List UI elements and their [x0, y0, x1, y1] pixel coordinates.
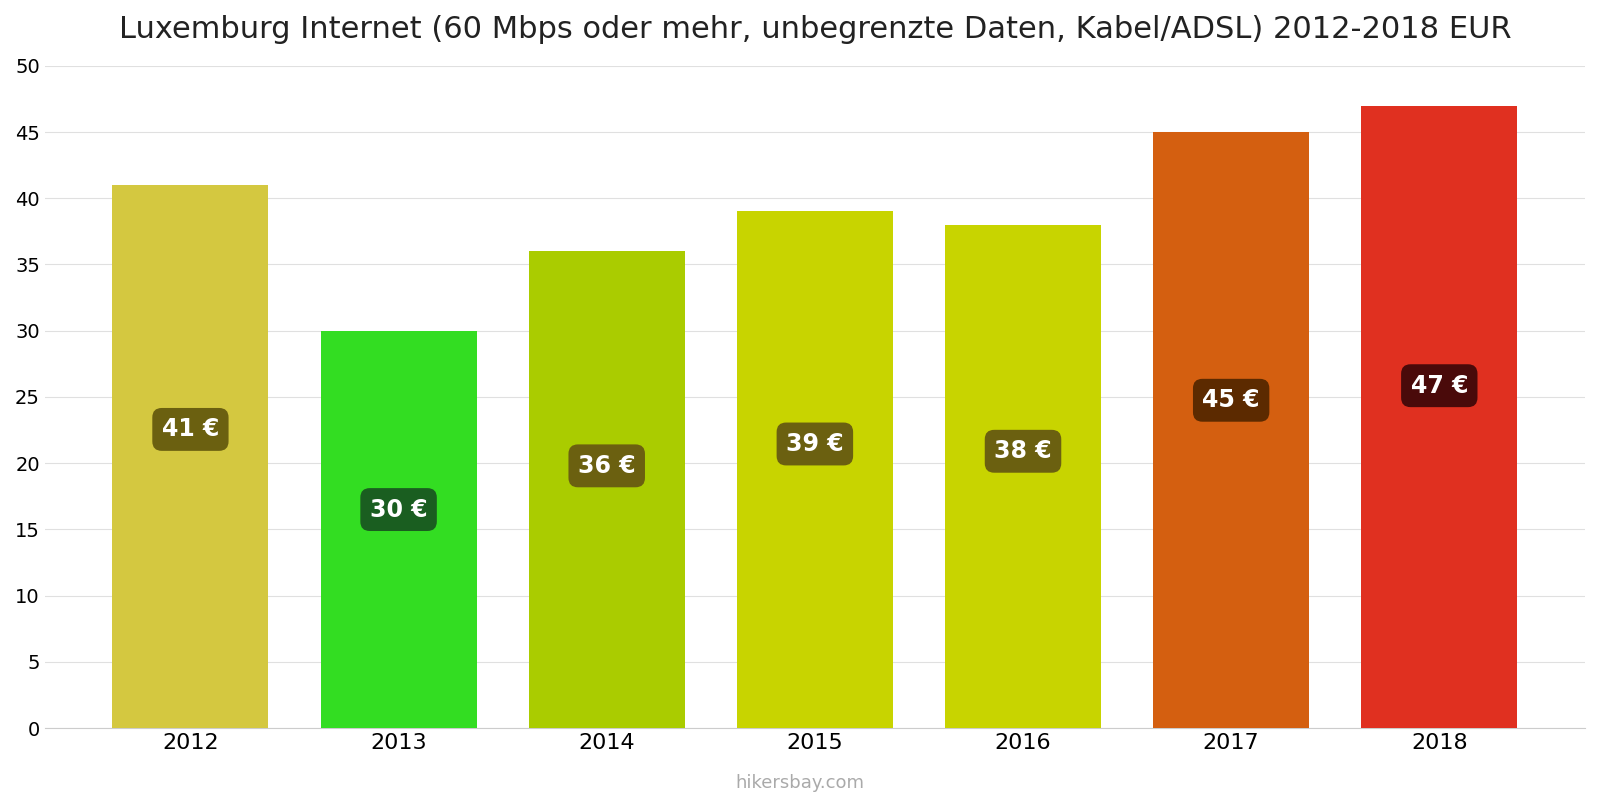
- Bar: [112, 185, 269, 728]
- Text: 41 €: 41 €: [162, 418, 219, 442]
- Text: 45 €: 45 €: [1203, 388, 1259, 412]
- Text: 30 €: 30 €: [370, 498, 427, 522]
- Bar: [738, 211, 893, 728]
- Text: 47 €: 47 €: [1411, 374, 1469, 398]
- Bar: [946, 225, 1101, 728]
- Bar: [1362, 106, 1517, 728]
- Text: 38 €: 38 €: [994, 439, 1051, 463]
- Title: Luxemburg Internet (60 Mbps oder mehr, unbegrenzte Daten, Kabel/ADSL) 2012-2018 : Luxemburg Internet (60 Mbps oder mehr, u…: [118, 15, 1510, 44]
- Bar: [528, 251, 685, 728]
- Text: 39 €: 39 €: [786, 432, 843, 456]
- Bar: [1154, 132, 1309, 728]
- Text: 36 €: 36 €: [578, 454, 635, 478]
- Bar: [320, 330, 477, 728]
- Text: hikersbay.com: hikersbay.com: [736, 774, 864, 792]
